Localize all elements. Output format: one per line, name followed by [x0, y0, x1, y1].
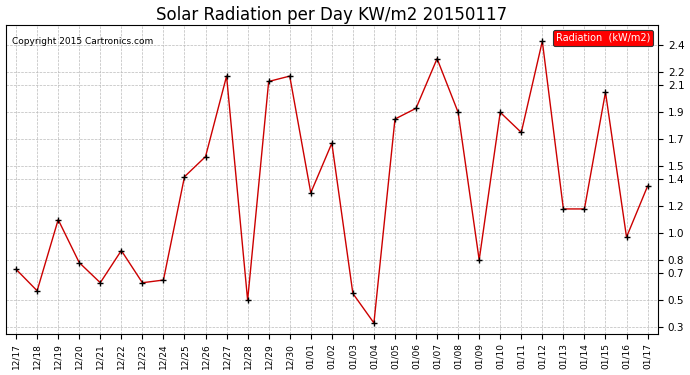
- Text: Copyright 2015 Cartronics.com: Copyright 2015 Cartronics.com: [12, 38, 153, 46]
- Title: Solar Radiation per Day KW/m2 20150117: Solar Radiation per Day KW/m2 20150117: [156, 6, 507, 24]
- Legend: Radiation  (kW/m2): Radiation (kW/m2): [553, 30, 653, 46]
